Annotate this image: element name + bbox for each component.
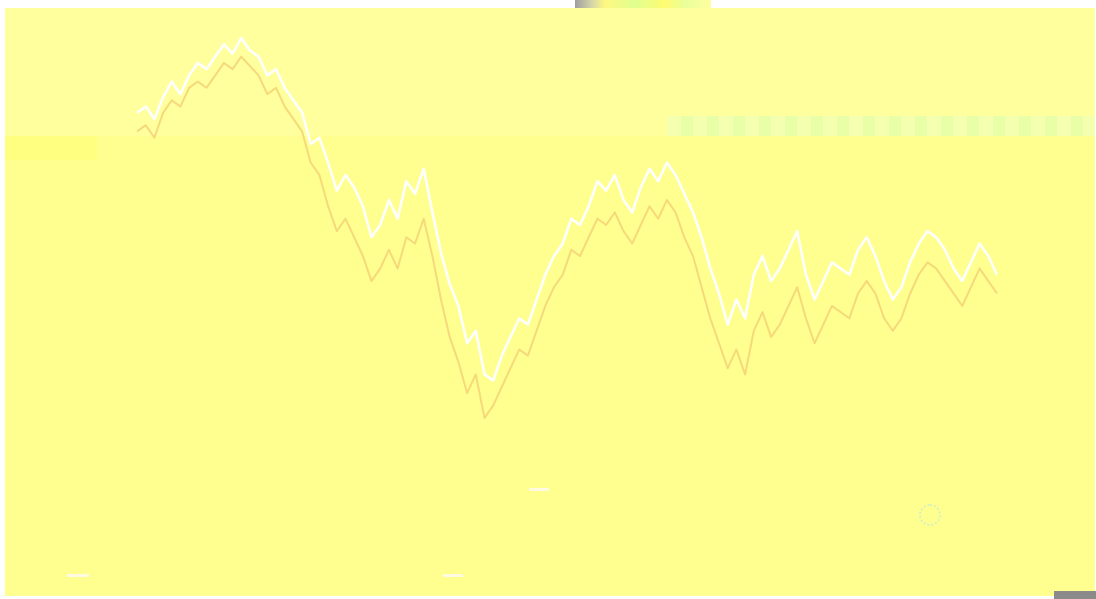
- bottom-tick-center: [443, 574, 463, 577]
- lower-band: [5, 136, 1095, 596]
- chart-canvas: [5, 8, 1095, 596]
- band-right-segment: [667, 116, 1095, 136]
- target-circle-icon[interactable]: [919, 504, 941, 526]
- series-line-gold: [136, 55, 998, 419]
- corner-strip: [1054, 591, 1096, 599]
- series-line-white: [136, 36, 999, 382]
- line-chart: [136, 36, 999, 419]
- top-strip: [575, 0, 711, 9]
- mid-tick: [529, 488, 549, 491]
- band-left-segment: [5, 136, 97, 160]
- bottom-tick-left: [67, 574, 89, 577]
